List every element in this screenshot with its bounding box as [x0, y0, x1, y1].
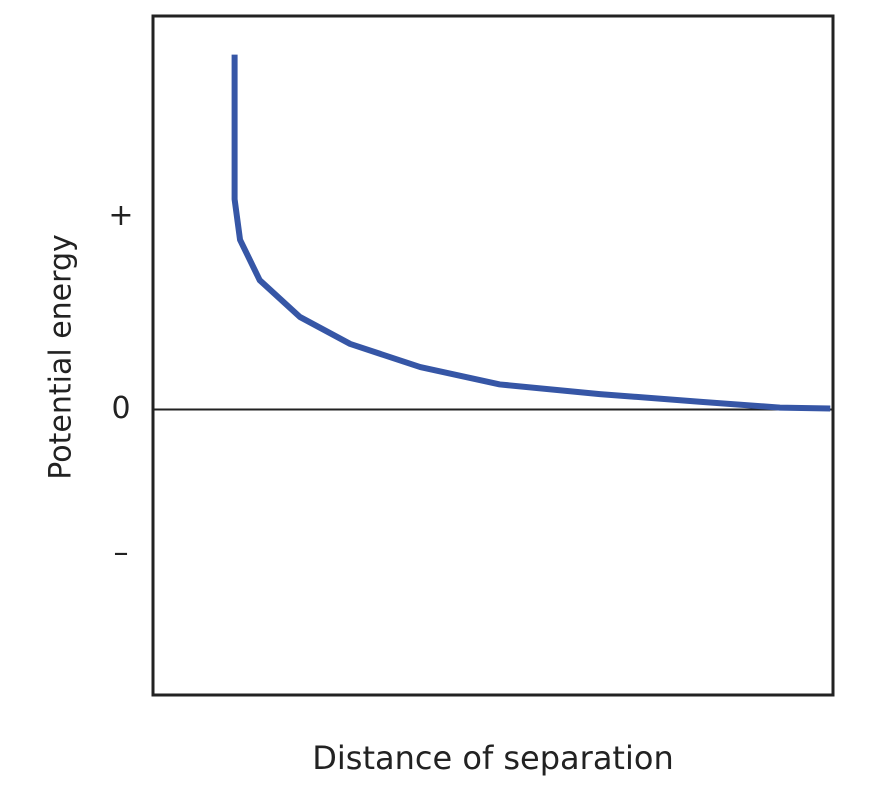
y-tick-label: 0	[111, 391, 130, 426]
y-axis-label: Potential energy	[44, 234, 79, 480]
y-tick-label: +	[108, 198, 133, 233]
curve	[231, 54, 831, 412]
plot-frame	[151, 14, 835, 697]
y-tick-label: –	[114, 536, 129, 571]
x-axis-label: Distance of separation	[312, 739, 673, 777]
